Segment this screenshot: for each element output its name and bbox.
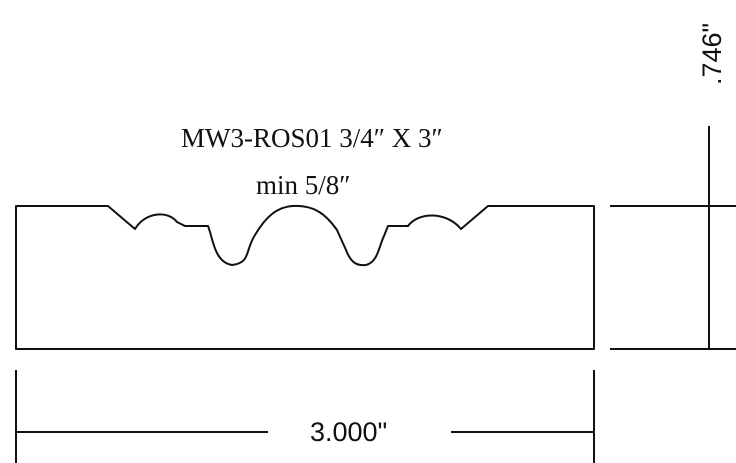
moulding-cross-section <box>15 204 595 350</box>
minimum-thickness-note: min 5/8″ <box>256 170 351 200</box>
width-dimension-label: 3.000" <box>310 417 387 447</box>
height-dimension-label: .746" <box>697 23 727 85</box>
profile-title: MW3-ROS01 3/4″ X 3″ <box>181 123 443 153</box>
